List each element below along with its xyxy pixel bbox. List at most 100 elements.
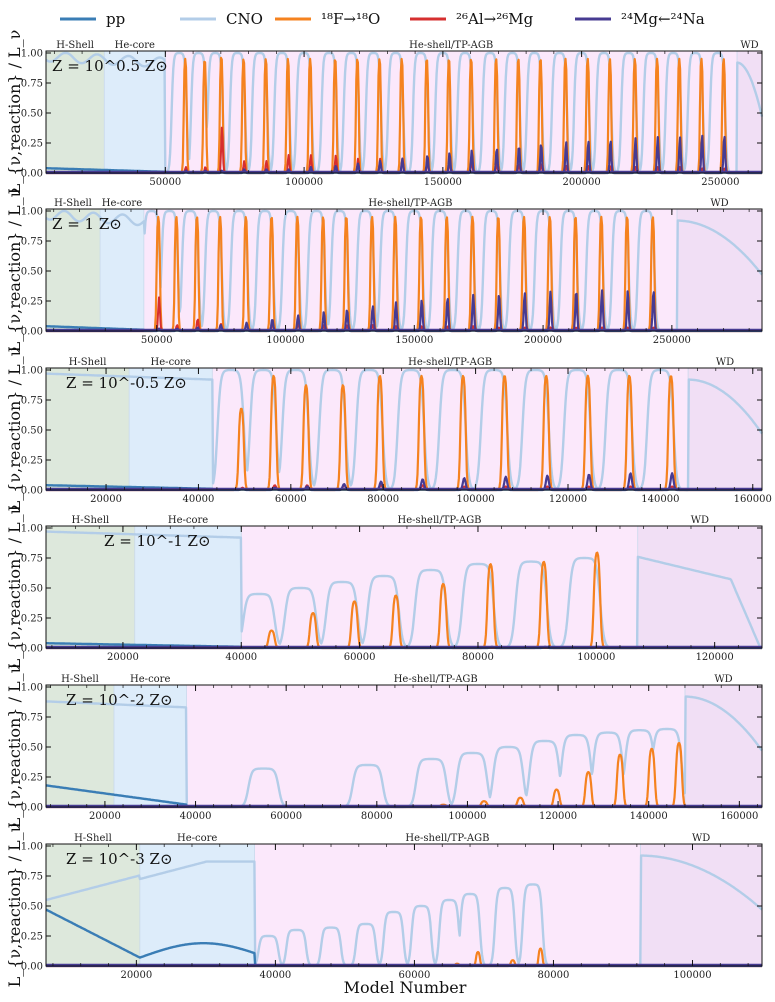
phase-region-hecore (134, 526, 242, 648)
phase-region-wd (640, 844, 762, 966)
y-axis-label: L_{ν,reaction} / L_ν (5, 347, 24, 512)
phase-label: WD (740, 40, 758, 51)
x-tick-label: 100000 (577, 652, 615, 663)
metallicity-label: Z = 10^-1 Z⊙ (104, 532, 211, 550)
phase-region-hshell (46, 526, 135, 648)
plot-frame (45, 208, 763, 332)
phase-label: WD (691, 515, 709, 526)
x-tick-label: 160000 (734, 494, 772, 505)
y-tick-label: 0.00 (21, 169, 43, 180)
phase-label: He-shell/TP-AGB (397, 515, 481, 526)
x-tick-label: 50000 (141, 335, 173, 346)
y-tick-label: 0.50 (21, 584, 43, 595)
y-tick-label: 1.00 (21, 842, 43, 853)
phase-label: WD (716, 357, 734, 368)
phase-label: H-Shell (61, 674, 99, 685)
y-tick-label: 0.50 (21, 902, 43, 913)
legend-label: CNO (226, 10, 263, 28)
plot-frame (45, 50, 763, 174)
panel-3: H-Shell He-core He-shell/TP-AGB WD 0.00 0.25 0… (5, 347, 772, 512)
x-tick-label: 120000 (549, 494, 587, 505)
y-tick-label: 0.50 (21, 109, 43, 120)
y-tick-label: 0.75 (21, 237, 43, 248)
phase-label: He-core (177, 833, 217, 844)
panel-2: H-Shell He-core He-shell/TP-AGB WD 0.00 0.25 0… (5, 188, 763, 353)
y-axis-label: L_{ν,reaction} / L_ν (5, 30, 24, 195)
y-tick-label: 0.25 (21, 139, 43, 150)
x-tick-label: 150000 (424, 177, 462, 188)
legend-item-mg24: ²⁴Mg←²⁴Na (575, 10, 705, 28)
x-tick-label: 40000 (225, 652, 257, 663)
y-tick-label: 1.00 (21, 524, 43, 535)
phase-label: He-shell/TP-AGB (405, 833, 489, 844)
y-tick-label: 0.25 (21, 773, 43, 784)
plot-frame (45, 525, 763, 649)
y-tick-label: 1.00 (21, 49, 43, 60)
phase-label: H-Shell (69, 357, 107, 368)
x-tick-label: 40000 (180, 811, 212, 822)
legend-label: pp (106, 10, 125, 28)
x-tick-label: 20000 (89, 811, 121, 822)
y-tick-label: 0.75 (21, 79, 43, 90)
x-tick-label: 80000 (462, 652, 494, 663)
phase-label: He-core (168, 515, 208, 526)
phase-region-wd (637, 526, 762, 648)
phase-label: He-shell/TP-AGB (368, 198, 452, 209)
y-tick-label: 0.75 (21, 713, 43, 724)
series-cno-line (45, 368, 763, 492)
phase-region-wd (677, 209, 762, 331)
phase-label: H-Shell (74, 833, 112, 844)
y-tick-label: 0.50 (21, 743, 43, 754)
y-tick-label: 1.00 (21, 207, 43, 218)
y-tick-label: 1.00 (21, 366, 43, 377)
metallicity-label: Z = 10^-2 Z⊙ (66, 691, 173, 709)
phase-region-hecore (104, 51, 166, 173)
y-axis-label: L_{ν,reaction} / L_ν (5, 505, 24, 670)
plot-frame (45, 684, 763, 808)
series-cno-line (45, 530, 763, 650)
x-tick-label: 250000 (653, 335, 691, 346)
legend-item-pp: pp (60, 10, 125, 28)
phase-region-agb (254, 844, 641, 966)
phase-label: He-core (130, 674, 170, 685)
phase-label: He-shell/TP-AGB (409, 40, 493, 51)
phase-region-hshell (46, 368, 130, 490)
x-tick-label: 120000 (539, 811, 577, 822)
y-tick-label: 0.50 (21, 426, 43, 437)
phase-label: He-shell/TP-AGB (394, 674, 478, 685)
phase-region-hshell (46, 51, 105, 173)
phase-region-hecore (100, 209, 144, 331)
y-tick-label: 0.00 (21, 962, 43, 973)
phase-label: He-core (151, 357, 191, 368)
phase-label: H-Shell (72, 515, 110, 526)
x-tick-label: 40000 (183, 494, 215, 505)
x-tick-label: 100000 (673, 970, 711, 981)
phase-label: H-Shell (56, 40, 94, 51)
y-tick-label: 0.25 (21, 456, 43, 467)
y-tick-label: 0.75 (21, 554, 43, 565)
x-tick-label: 40000 (259, 970, 291, 981)
legend-item-al26: ²⁶Al→²⁶Mg (410, 10, 534, 28)
metallicity-label: Z = 10^-3 Z⊙ (66, 850, 173, 868)
y-tick-label: 0.50 (21, 267, 43, 278)
x-tick-label: 120000 (696, 652, 734, 663)
plot-frame (45, 843, 763, 967)
y-tick-label: 0.25 (21, 932, 43, 943)
phase-region-hshell (46, 209, 101, 331)
x-tick-label: 80000 (538, 970, 570, 981)
x-tick-label: 20000 (90, 494, 122, 505)
x-tick-label: 20000 (120, 970, 152, 981)
y-tick-label: 0.75 (21, 396, 43, 407)
phase-region-hshell (46, 844, 140, 966)
legend-item-f18: ¹⁸F→¹⁸O (275, 10, 380, 28)
panel-1: H-Shell He-core He-shell/TP-AGB WD 0.00 0.25 0… (5, 30, 764, 195)
legend-label: ²⁶Al→²⁶Mg (456, 10, 534, 28)
metallicity-label: Z = 10^0.5 Z⊙ (52, 57, 168, 75)
x-tick-label: 60000 (344, 652, 376, 663)
phase-label: WD (710, 198, 728, 209)
phase-label: H-Shell (54, 198, 92, 209)
metallicity-label: Z = 1 Z⊙ (52, 215, 122, 233)
y-axis-label: L_{ν,reaction} / L_ν (5, 188, 24, 353)
panel-6: H-Shell He-core He-shell/TP-AGB WD 0.00 0.25 0… (5, 823, 763, 987)
